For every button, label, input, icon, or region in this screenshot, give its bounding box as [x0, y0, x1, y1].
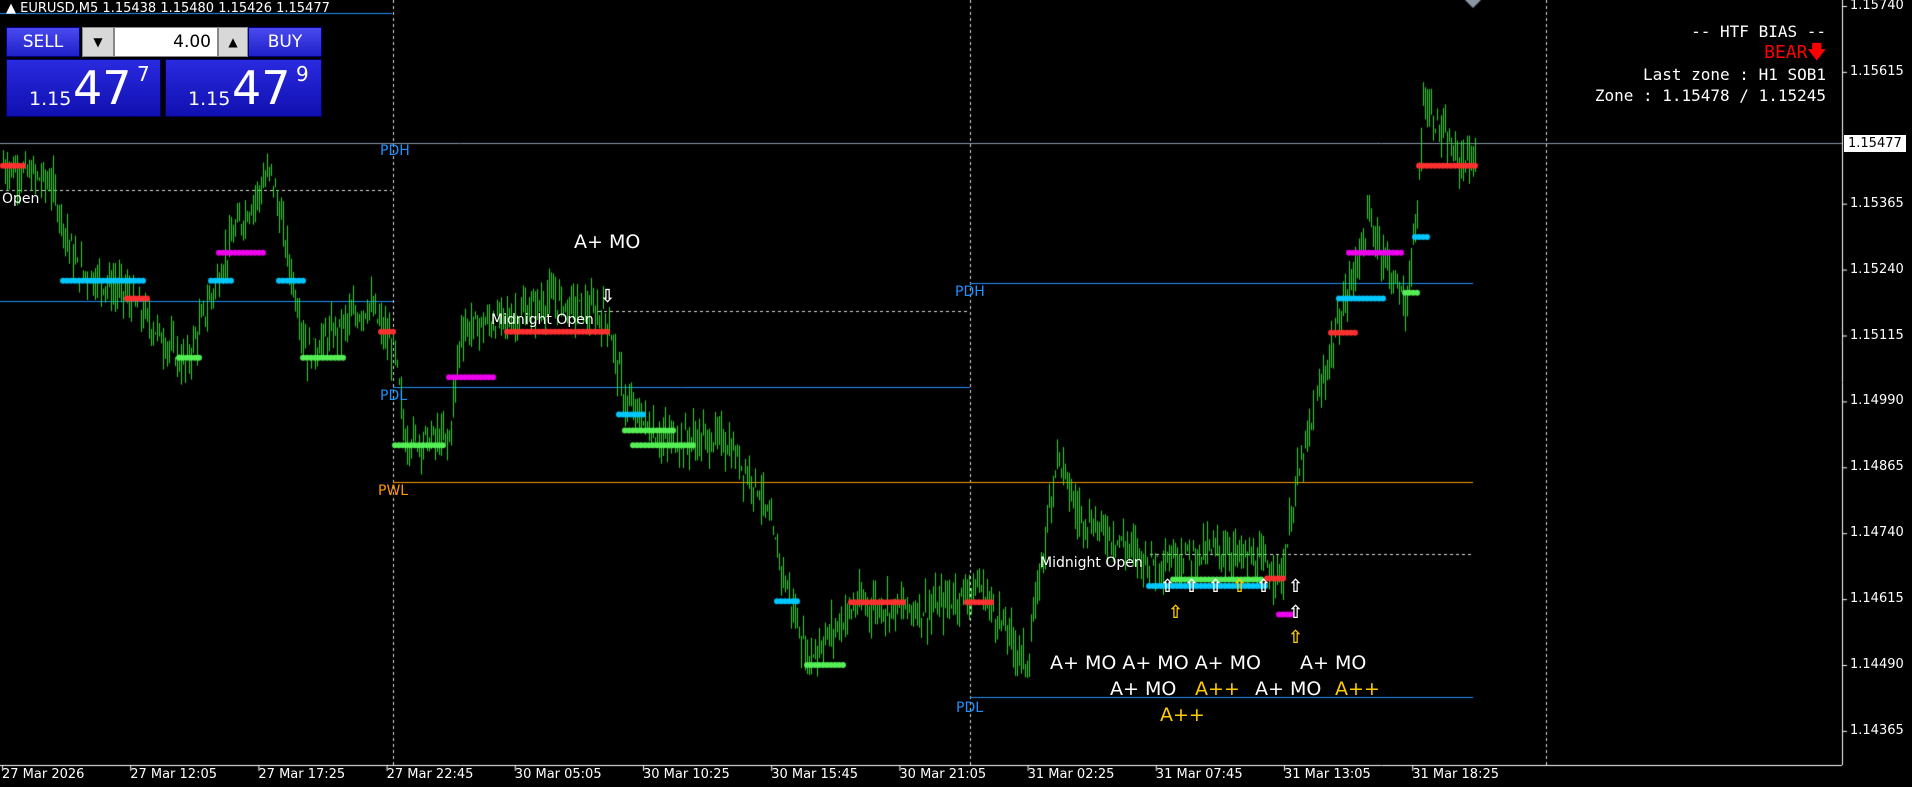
signal-label: A++: [1195, 678, 1240, 700]
symbol-info-bar: ▲ EURUSD,M5 1.15438 1.15480 1.15426 1.15…: [6, 1, 330, 16]
htf-bias-title: -- HTF BIAS --: [1691, 22, 1826, 41]
time-tick-label: 30 Mar 05:05: [514, 767, 602, 782]
price-tick-label: 1.15740: [1850, 0, 1904, 13]
arrow-up-icon: ⇧: [1256, 576, 1272, 597]
signal-label: A+ MO: [1300, 652, 1367, 674]
time-tick-label: 31 Mar 02:25: [1027, 767, 1115, 782]
htf-zone-range: Zone : 1.15478 / 1.15245: [1594, 86, 1826, 105]
arrow-down-icon: ⇩: [600, 286, 616, 307]
midnight-open-label: Midnight Open: [491, 312, 594, 328]
time-tick-label: 27 Mar 2026: [2, 767, 85, 782]
signal-label: A+ MO A+ MO A+ MO: [1050, 652, 1261, 674]
time-tick-label: 30 Mar 21:05: [899, 767, 987, 782]
buy-button[interactable]: BUY: [248, 27, 322, 57]
price-tick-label: 1.14865: [1850, 459, 1904, 475]
midnight-open-label-2: Midnight Open: [1040, 555, 1143, 571]
buy-price-box[interactable]: 1.15 47 9: [165, 59, 322, 117]
pdh-label-2: PDH: [955, 284, 985, 300]
arrow-up-icon: ⇧: [1208, 576, 1224, 597]
sell-price-big: 47: [73, 61, 132, 115]
price-tick-label: 1.15615: [1850, 63, 1904, 79]
open-label: Open: [2, 191, 40, 207]
price-tick-label: 1.14615: [1850, 591, 1904, 607]
sell-price-prefix: 1.15: [29, 88, 72, 110]
buy-price-big: 47: [232, 61, 291, 115]
symbol-info: EURUSD,M5 1.15438 1.15480 1.15426 1.1547…: [20, 1, 330, 16]
arrow-up-icon: ⇧: [1184, 576, 1200, 597]
time-tick-label: 31 Mar 18:25: [1412, 767, 1499, 782]
htf-bias-value: BEAR🡇: [1764, 42, 1826, 63]
arrow-up-icon: ⇧: [1288, 627, 1304, 648]
time-tick-label: 30 Mar 10:25: [643, 767, 730, 782]
bias-text: BEAR: [1764, 42, 1808, 63]
signal-label: A+ MO: [1110, 678, 1177, 700]
time-tick-label: 31 Mar 07:45: [1155, 767, 1243, 782]
volume-increase-button[interactable]: ▲: [218, 27, 248, 57]
price-tick-label: 1.15240: [1850, 261, 1904, 277]
sell-price-box[interactable]: 1.15 47 7: [6, 59, 161, 117]
time-tick-label: 27 Mar 12:05: [130, 767, 217, 782]
time-tick-label: 27 Mar 22:45: [386, 767, 474, 782]
pwl-label: PWL: [378, 483, 409, 499]
buy-price-small: 9: [296, 62, 309, 86]
signal-label: A+ MO: [1255, 678, 1322, 700]
htf-last-zone: Last zone : H1 SOB1: [1642, 65, 1826, 84]
price-tick-label: 1.15365: [1850, 195, 1904, 211]
buy-price-prefix: 1.15: [188, 88, 231, 110]
arrow-down-icon: 🡇: [1807, 42, 1826, 63]
arrow-up-icon: ⇧: [1160, 576, 1176, 597]
price-tick-label: 1.14990: [1850, 393, 1904, 409]
time-tick-label: 30 Mar 15:45: [771, 767, 858, 782]
time-tick-label: 31 Mar 13:05: [1284, 767, 1371, 782]
sell-button[interactable]: SELL: [6, 27, 80, 57]
arrow-up-icon: ⇧: [1168, 602, 1184, 623]
current-price-label: 1.15477: [1844, 135, 1906, 152]
price-tick-label: 1.15115: [1850, 327, 1904, 343]
price-tick-label: 1.14740: [1850, 525, 1904, 541]
price-tick-label: 1.14365: [1850, 722, 1904, 738]
pdl-label-2: PDL: [956, 700, 984, 716]
volume-input[interactable]: [114, 27, 218, 57]
sell-price-small: 7: [137, 62, 150, 86]
triangle-up-icon[interactable]: ▲: [6, 1, 16, 16]
volume-decrease-button[interactable]: ▼: [82, 27, 114, 57]
signal-label: A+ MO: [574, 231, 641, 253]
arrow-up-icon: ⇧: [1232, 576, 1248, 597]
time-tick-label: 27 Mar 17:25: [258, 767, 346, 782]
signal-label: A++: [1160, 704, 1205, 726]
signal-label: A++: [1335, 678, 1380, 700]
pdl-label: PDL: [380, 388, 408, 404]
one-click-trade-panel: SELL ▼ ▲ BUY 1.15 47 7 1.15 47 9: [6, 27, 322, 117]
arrow-up-icon: ⇧: [1288, 602, 1304, 623]
pdh-label: PDH: [380, 143, 410, 159]
price-tick-label: 1.14490: [1850, 657, 1904, 672]
arrow-up-icon: ⇧: [1288, 576, 1304, 597]
